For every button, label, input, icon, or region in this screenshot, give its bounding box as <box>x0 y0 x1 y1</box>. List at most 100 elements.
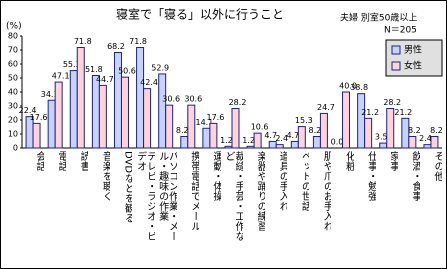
value-label: 17.6 <box>30 113 48 122</box>
value-label: 22.4 <box>19 106 37 115</box>
x-tick-label-box: 飲酒・食事 <box>409 151 420 201</box>
value-label: 34.1 <box>41 90 59 99</box>
value-label: 51.8 <box>85 65 103 74</box>
bar <box>209 122 218 149</box>
bar <box>180 136 189 149</box>
x-tick-label: 仕事・勉強 <box>365 151 376 201</box>
y-tick-label: 0 <box>13 144 18 153</box>
value-label: 42.4 <box>140 78 158 87</box>
bar <box>379 142 388 149</box>
bar <box>275 144 284 149</box>
value-label: 28.2 <box>229 98 247 107</box>
value-label: 8.2 <box>176 126 189 135</box>
bar <box>231 108 240 149</box>
value-label: 0.0 <box>331 138 344 147</box>
value-label: 2.4 <box>275 134 288 143</box>
value-label: 50.6 <box>118 67 136 76</box>
legend-swatch <box>391 61 401 71</box>
value-label: 1.2 <box>242 136 255 145</box>
y-tick-label: 40 <box>8 88 18 97</box>
bar <box>290 140 299 149</box>
bar <box>312 136 321 149</box>
bar <box>165 104 174 149</box>
chart-note: N＝205 <box>384 26 417 36</box>
x-tick-label-box: 家事 <box>387 151 398 171</box>
bar <box>408 136 417 149</box>
bar <box>120 76 129 149</box>
legend-label: 女性 <box>404 60 422 72</box>
x-tick-label: 化粧 <box>343 151 354 171</box>
bar <box>430 136 439 149</box>
x-tick-label: ペットの世話 <box>299 151 310 211</box>
value-label: 71.8 <box>74 37 92 46</box>
value-label: 4.7 <box>286 131 299 140</box>
x-tick-label: テレビ・ラジオ・ビデオ <box>134 151 155 241</box>
bar <box>136 46 145 149</box>
bar <box>246 145 255 149</box>
chart-subtitle: 夫婦 別室50歳以上 <box>340 12 417 24</box>
y-tick-label: 60 <box>8 60 18 69</box>
bar <box>91 74 100 149</box>
x-tick-label-box: 化粧 <box>343 151 354 171</box>
value-label: 47.1 <box>52 72 70 81</box>
x-tick-label-box: 携帯電話でメール <box>189 151 199 231</box>
x-tick-label-box: 電話 <box>56 151 66 171</box>
x-tick-label: 肌や爪のお手入れ <box>321 151 332 231</box>
y-tick-label: 70 <box>8 46 18 55</box>
x-tick-label-box: その他 <box>431 151 442 181</box>
y-tick-label: 80 <box>8 32 18 41</box>
value-label: 8.2 <box>309 126 322 135</box>
bar <box>423 144 432 149</box>
bar <box>297 126 306 149</box>
x-tick-label: 飲酒・食事 <box>409 151 420 201</box>
value-label: 68.2 <box>107 42 125 51</box>
x-tick-label: パソコン作業・メール・趣味の作業 <box>156 151 177 241</box>
x-tick-label: 会話 <box>34 151 45 171</box>
value-label: 30.6 <box>162 95 180 104</box>
bar <box>32 122 41 149</box>
value-label: 3.5 <box>375 133 388 142</box>
chart-title: 寝室で「寝る」以外に行うこと <box>116 7 284 22</box>
x-tick-label: 読書 <box>78 151 89 171</box>
x-tick-label-box: 仕事・勉強 <box>365 151 376 201</box>
bar <box>158 73 167 149</box>
x-tick-label-box: 音楽を聴く <box>100 151 111 201</box>
bar <box>386 108 395 149</box>
bar <box>187 104 196 149</box>
x-tick-label-box: 裁縫・手芸・工作など <box>223 151 243 241</box>
bar <box>69 70 78 149</box>
value-label: 55.3 <box>63 60 81 69</box>
x-tick-label-box: 楽器や踊りの練習 <box>255 151 265 231</box>
value-label: 44.7 <box>96 75 114 84</box>
bar <box>357 93 366 149</box>
value-label: 30.6 <box>184 95 202 104</box>
x-tick-label-box: 道具の手入れ <box>277 151 288 211</box>
y-tick-label: 20 <box>8 116 18 125</box>
y-tick-label: 50 <box>8 74 18 83</box>
x-tick-label-box: 読書 <box>78 151 89 171</box>
value-label: 4.7 <box>264 131 277 140</box>
x-tick-label-box: 肌や爪のお手入れ <box>321 151 332 231</box>
bar <box>401 117 410 149</box>
bar <box>98 84 107 149</box>
y-tick-label: 30 <box>8 102 18 111</box>
y-tick-label: 10 <box>8 130 18 139</box>
bar <box>76 46 85 149</box>
value-label: 15.3 <box>295 116 313 125</box>
value-label: 1.2 <box>220 136 233 145</box>
x-tick-label: 家事 <box>387 151 398 171</box>
bar <box>342 91 351 149</box>
x-tick-label-box: 会話 <box>34 151 45 171</box>
bar <box>47 99 56 149</box>
value-label: 14.1 <box>195 118 213 127</box>
x-tick-label: 道具の手入れ <box>277 151 288 211</box>
x-tick-label-box: ペットの世話 <box>299 151 310 211</box>
x-tick-label: 運動・体操 <box>210 151 221 201</box>
value-label: 52.9 <box>151 63 169 72</box>
bar <box>253 132 262 149</box>
value-label: 28.2 <box>383 98 401 107</box>
x-tick-label: その他 <box>431 151 442 181</box>
x-tick-label: 音楽を聴く <box>100 151 111 201</box>
value-label: 38.8 <box>350 83 368 92</box>
